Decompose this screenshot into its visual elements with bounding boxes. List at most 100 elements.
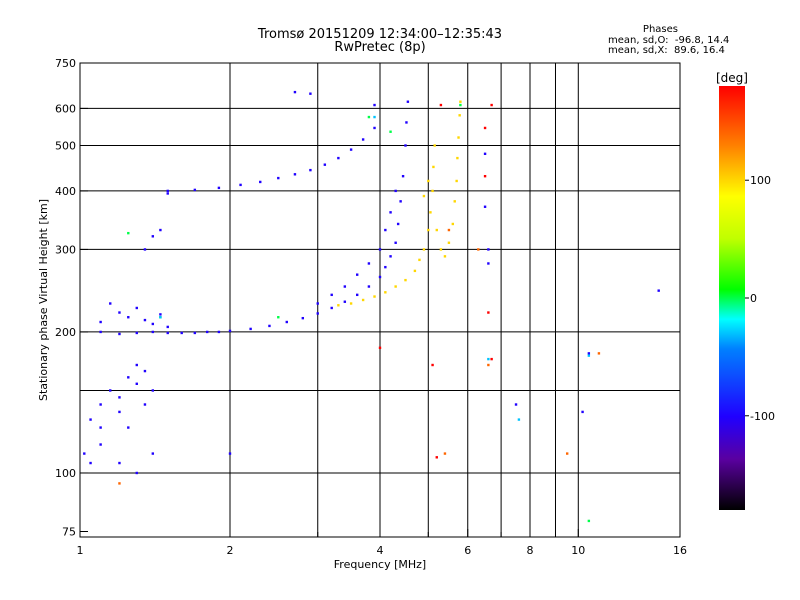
data-point [373, 295, 376, 298]
data-point [384, 291, 387, 294]
x-axis-label: Frequency [MHz] [334, 558, 426, 571]
data-point [228, 329, 232, 333]
x-tick-label: 16 [673, 544, 687, 557]
data-point [309, 168, 312, 172]
data-point [127, 426, 130, 429]
data-point [487, 248, 490, 251]
data-point [151, 235, 155, 238]
data-point [373, 126, 376, 130]
data-point [487, 262, 490, 265]
data-point [193, 188, 197, 192]
y-tick-label: 100 [55, 467, 76, 480]
data-point [277, 316, 280, 319]
data-point [355, 293, 359, 297]
data-point [401, 174, 405, 178]
data-point [180, 331, 183, 335]
x-tick-label: 10 [571, 544, 585, 557]
data-point [127, 231, 130, 235]
data-point [565, 452, 569, 455]
data-point [109, 302, 112, 305]
data-point [309, 92, 312, 95]
data-point [394, 285, 397, 288]
data-point [443, 452, 447, 455]
data-point [143, 248, 147, 251]
data-point [422, 248, 426, 251]
data-point [384, 265, 387, 269]
data-point [118, 396, 121, 399]
data-point [422, 194, 426, 198]
colorbar-tick-label: 0 [750, 292, 757, 305]
data-point [587, 352, 591, 355]
data-point [457, 136, 460, 139]
data-point [477, 248, 480, 251]
data-point [389, 211, 392, 214]
data-point [217, 330, 221, 334]
data-point [483, 174, 487, 178]
data-point [143, 403, 147, 406]
y-tick-label: 600 [55, 102, 76, 115]
data-point [389, 130, 392, 133]
data-point [228, 452, 232, 455]
y-tick-label: 400 [55, 185, 76, 198]
data-point [205, 330, 209, 334]
data-point [373, 115, 376, 119]
data-point [435, 228, 438, 232]
data-point [394, 241, 397, 244]
data-point [268, 324, 271, 328]
colorbar-tick-label: -100 [750, 410, 775, 423]
data-point [483, 152, 487, 156]
data-point [490, 103, 493, 107]
x-tick-label: 4 [377, 544, 384, 557]
data-point [259, 180, 262, 184]
data-point [349, 148, 353, 151]
stats-title: Phases [642, 24, 678, 35]
data-point [99, 443, 102, 446]
x-tick-label: 6 [464, 544, 471, 557]
data-point [394, 189, 397, 193]
data-point [143, 369, 147, 373]
data-point [99, 426, 102, 429]
chart-title: Tromsø 20151209 12:34:00–12:35:43 [257, 27, 503, 42]
data-point [361, 138, 365, 141]
data-point [135, 331, 138, 335]
data-point [118, 482, 121, 485]
data-point [249, 327, 252, 331]
data-point [99, 403, 102, 406]
data-point [487, 311, 490, 314]
data-point [135, 363, 138, 367]
data-point [355, 273, 359, 276]
data-point [384, 228, 387, 232]
data-point [143, 318, 147, 322]
data-point [418, 258, 421, 262]
data-point [151, 322, 155, 326]
data-point [337, 156, 340, 160]
data-point [151, 452, 155, 455]
data-point [89, 418, 92, 421]
y-tick-label: 75 [62, 526, 76, 539]
data-point [99, 330, 102, 334]
data-point [514, 403, 518, 406]
data-point [429, 211, 432, 214]
data-point [343, 300, 347, 303]
data-point [151, 330, 155, 334]
data-point [490, 357, 493, 361]
data-point [361, 298, 365, 302]
data-point [406, 100, 410, 103]
data-point [159, 313, 162, 316]
data-point [193, 331, 197, 335]
data-point [367, 285, 371, 288]
data-point [378, 275, 382, 279]
data-point [159, 228, 162, 232]
y-axis-label: Stationary phase Virtual Height [km] [37, 199, 50, 401]
data-point [404, 278, 407, 282]
data-point [118, 461, 121, 465]
data-points [83, 90, 660, 523]
data-point [349, 302, 353, 305]
data-point [99, 320, 102, 324]
colorbar-ticks: 100 0 -100 [745, 174, 775, 423]
data-point [405, 121, 408, 124]
data-point [597, 352, 601, 355]
data-point [433, 144, 436, 147]
data-point [487, 363, 490, 367]
stats-o-mode: mean, sd,O: -96.8, 14.4 [608, 35, 730, 46]
